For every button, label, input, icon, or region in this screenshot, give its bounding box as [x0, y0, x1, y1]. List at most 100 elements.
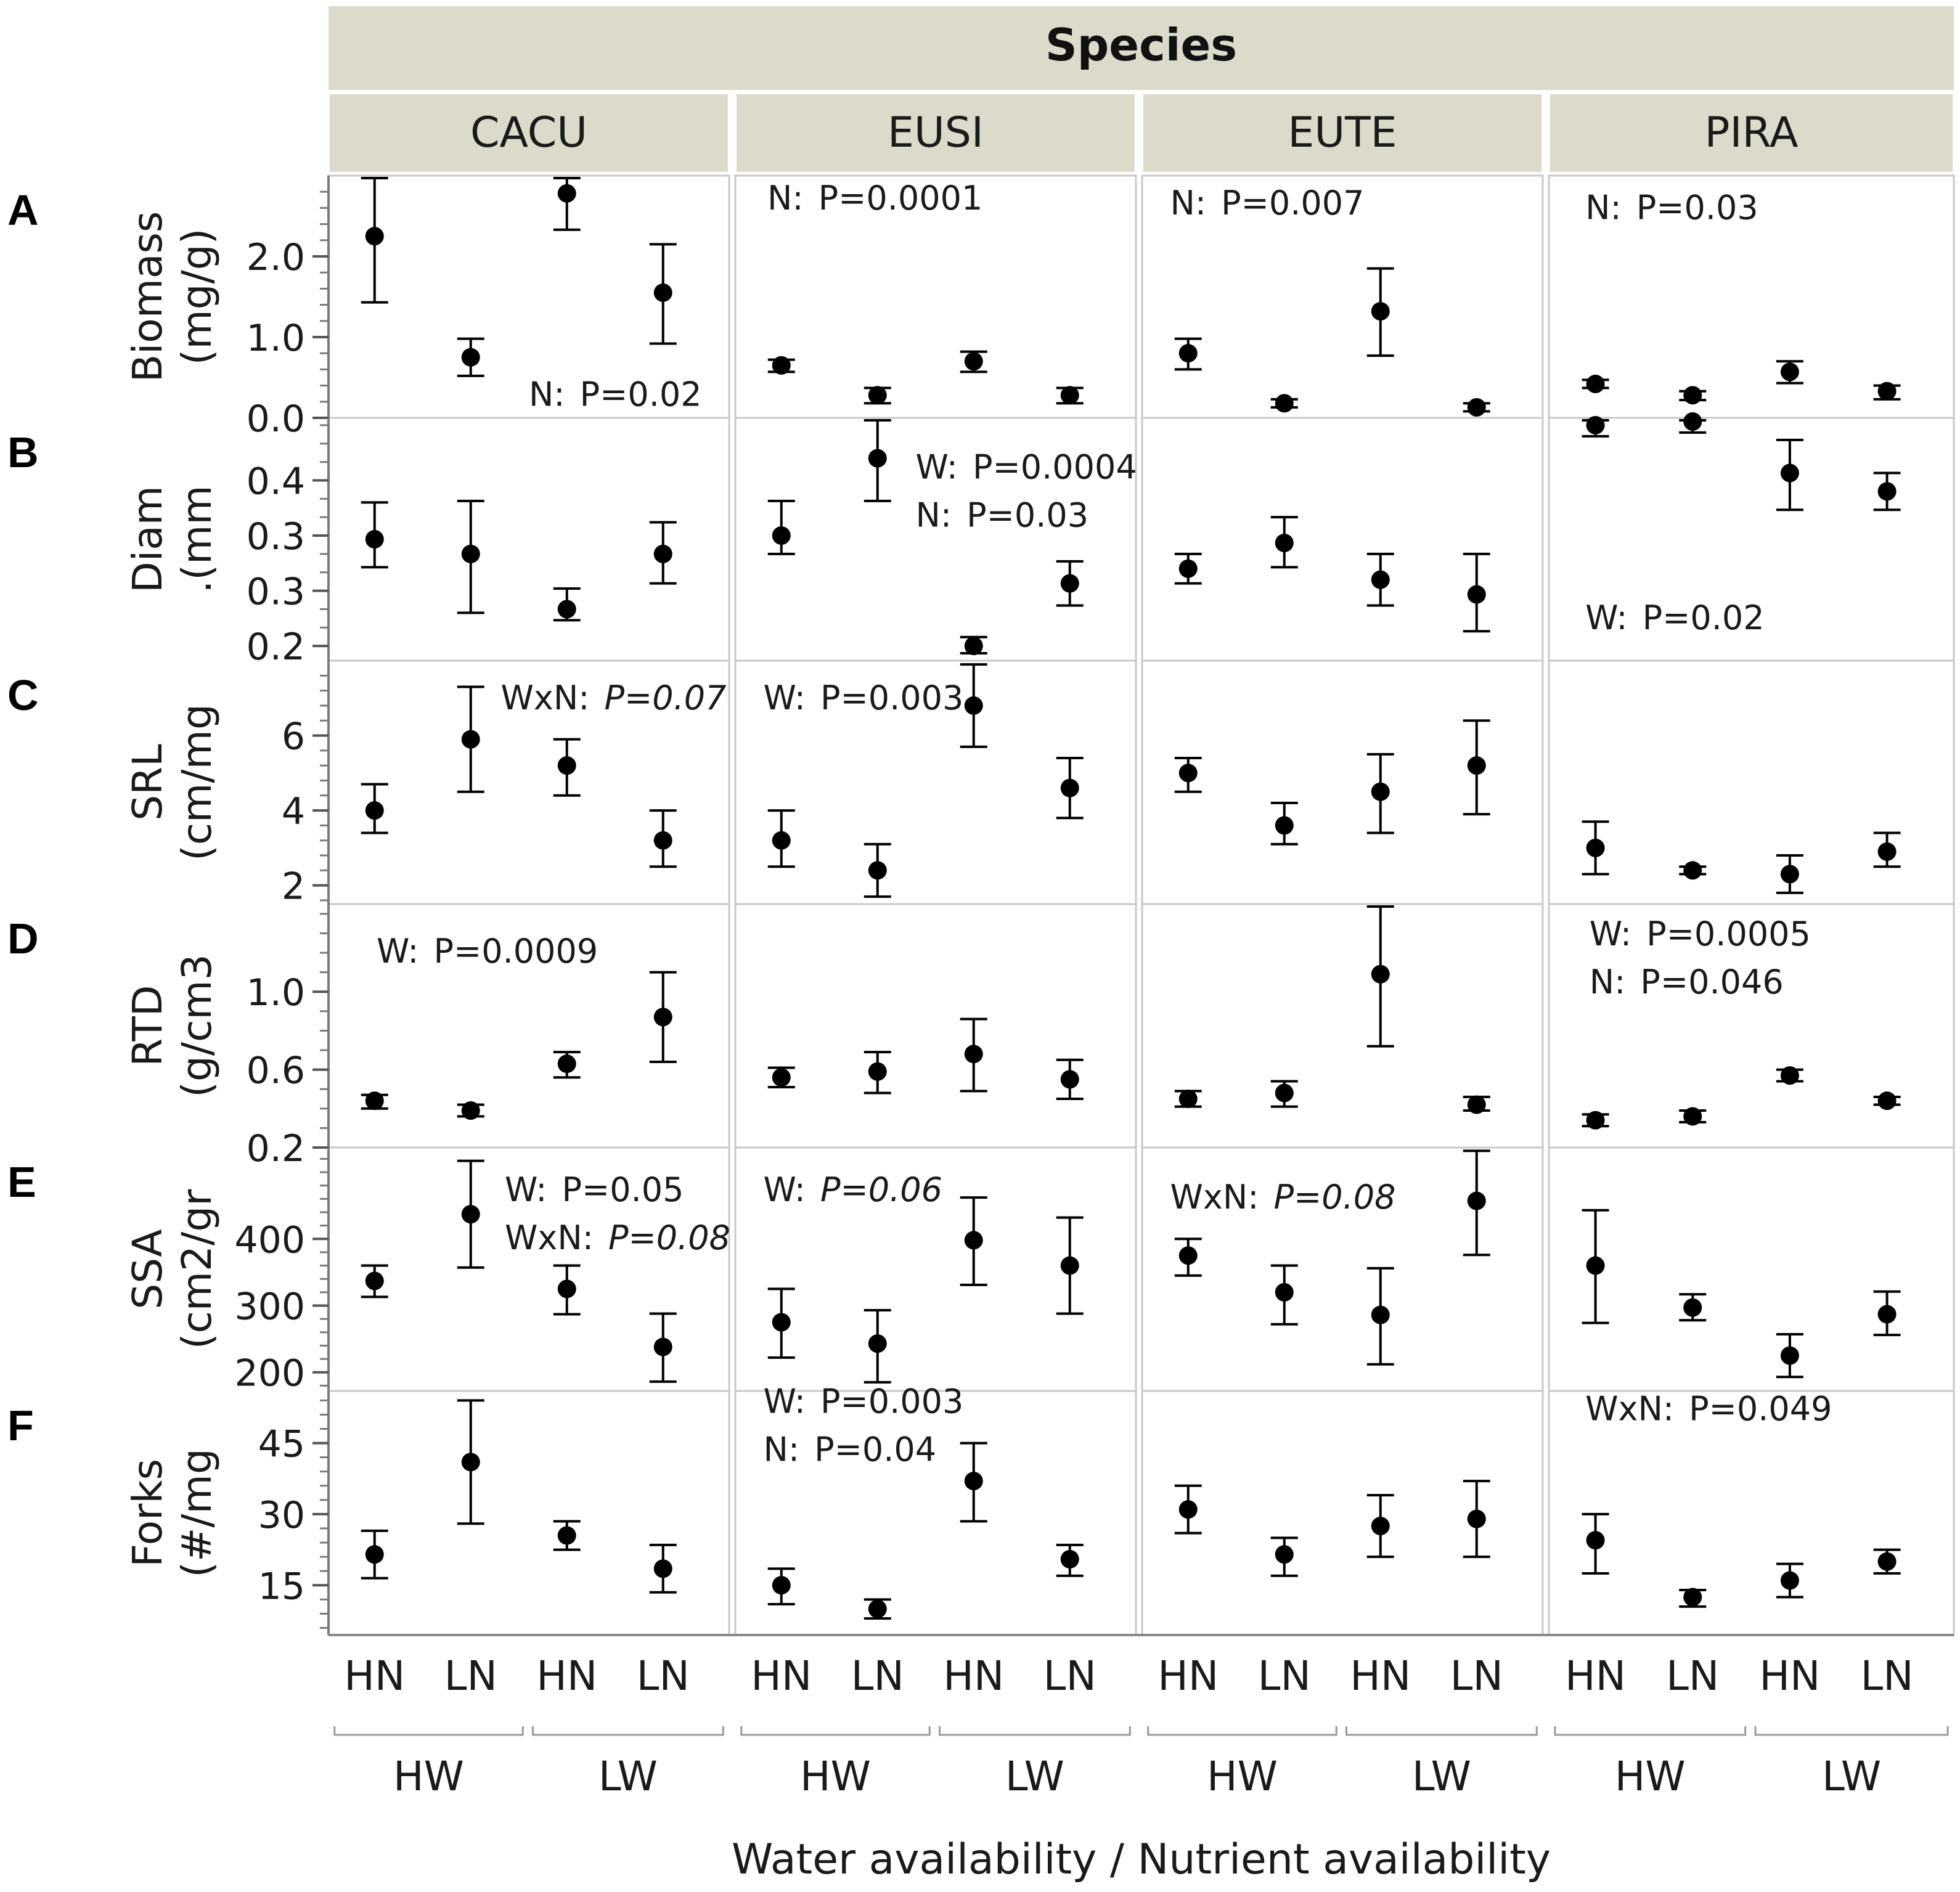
mean-point-c-cacu-3	[653, 831, 672, 850]
mean-point-a-eute-1	[1275, 394, 1294, 413]
x-group-bracket-cacu-1	[532, 1726, 724, 1736]
mean-point-b-pira-1	[1683, 412, 1702, 431]
mean-point-a-eusi-3	[1060, 386, 1079, 405]
mean-point-b-cacu-3	[653, 544, 672, 563]
x-nutrient-label-eusi-3: LN	[1043, 1652, 1096, 1700]
mean-point-b-eusi-0	[772, 526, 791, 545]
x-nutrient-label-eute-1: LN	[1258, 1652, 1311, 1700]
stat-annotation-d-pira-1-0: W: P=0.0005	[1590, 915, 1811, 953]
mean-point-a-eusi-0	[772, 356, 791, 375]
x-water-label-pira-1: LW	[1822, 1753, 1881, 1800]
stat-annotation-e-eute-2-0: WxN: P=0.08	[1170, 1178, 1396, 1217]
stat-p-value: P=0.07	[604, 679, 726, 717]
mean-point-c-pira-2	[1780, 865, 1799, 884]
mean-point-e-eute-2	[1371, 1305, 1390, 1324]
stat-effect-label: N:	[529, 375, 565, 414]
y-tick-label-d-1: 0.6	[247, 1050, 305, 1093]
stat-p-value: P=0.049	[1689, 1390, 1832, 1429]
mean-point-b-pira-0	[1586, 415, 1605, 434]
x-group-bracket-cacu-0	[333, 1726, 524, 1736]
species-label-eute: EUTE	[1288, 108, 1397, 157]
mean-point-b-eute-3	[1467, 585, 1486, 604]
stat-effect-label: WxN:	[501, 679, 590, 717]
mean-point-e-eute-3	[1467, 1191, 1486, 1210]
mean-point-a-cacu-3	[653, 283, 672, 302]
species-strip-eute	[1143, 94, 1541, 172]
stat-p-value: P=0.0004	[973, 448, 1137, 487]
x-water-label-pira-0: HW	[1615, 1753, 1686, 1800]
stat-effect-label: N:	[1590, 963, 1626, 1001]
mean-point-c-eute-0	[1178, 764, 1198, 783]
mean-point-f-eusi-1	[868, 1599, 887, 1618]
mean-point-a-cacu-1	[461, 348, 480, 367]
mean-point-c-eusi-3	[1060, 778, 1079, 797]
row-letter-c: C	[7, 671, 39, 719]
mean-point-f-pira-0	[1586, 1531, 1605, 1550]
mean-point-c-cacu-2	[557, 756, 576, 775]
mean-point-c-eute-1	[1275, 816, 1294, 835]
stat-effect-label: WxN:	[1170, 1178, 1259, 1217]
stat-p-value: P=0.0005	[1646, 915, 1811, 953]
mean-point-d-eusi-2	[964, 1045, 983, 1064]
mean-point-f-cacu-0	[365, 1545, 384, 1564]
x-water-label-cacu-1: LW	[598, 1753, 658, 1800]
x-group-bracket-eute-1	[1345, 1726, 1538, 1736]
stat-annotation-a-cacu-0-0: N: P=0.02	[529, 375, 702, 414]
stat-annotation-a-eute-2-0: N: P=0.007	[1170, 184, 1365, 222]
y-tick-label-a-2: 2.0	[247, 236, 305, 279]
x-nutrient-label-eusi-0: HN	[751, 1652, 812, 1700]
x-group-bracket-pira-0	[1554, 1726, 1747, 1736]
mean-point-c-cacu-1	[461, 730, 480, 749]
stat-effect-label: N:	[767, 179, 804, 218]
y-tick-label-b-1: 0.3	[247, 571, 305, 614]
mean-point-b-pira-3	[1877, 482, 1897, 501]
mean-point-e-eusi-0	[772, 1313, 791, 1332]
mean-point-c-cacu-0	[365, 801, 384, 820]
mean-point-c-eute-3	[1467, 756, 1486, 775]
x-group-bracket-pira-1	[1754, 1726, 1949, 1736]
row-letter-b: B	[7, 428, 39, 476]
x-water-label-eusi-0: HW	[800, 1753, 871, 1800]
mean-point-d-eute-1	[1275, 1083, 1294, 1103]
species-strip-pira	[1550, 94, 1953, 172]
stat-annotation-a-eusi-1-0: N: P=0.0001	[767, 179, 982, 218]
mean-point-b-cacu-0	[365, 530, 384, 548]
x-nutrient-label-pira-0: HN	[1565, 1652, 1626, 1700]
mean-point-d-pira-2	[1780, 1066, 1799, 1085]
x-nutrient-label-eute-2: HN	[1350, 1652, 1411, 1700]
x-nutrient-label-cacu-1: LN	[444, 1652, 497, 1700]
row-letter-a: A	[7, 186, 39, 234]
y-tick-label-a-0: 0.0	[247, 398, 305, 441]
mean-point-a-pira-2	[1780, 362, 1799, 381]
stat-annotation-b-eusi-0-1: N: P=0.03	[916, 496, 1089, 535]
mean-point-a-eute-2	[1371, 302, 1390, 321]
stat-annotation-c-eusi-1-0: W: P=0.003	[764, 679, 964, 717]
stat-annotation-a-pira-3-0: N: P=0.03	[1585, 189, 1758, 227]
mean-point-f-cacu-3	[653, 1559, 672, 1578]
stat-annotation-c-cacu-0-0: WxN: P=0.07	[501, 679, 727, 717]
mean-point-c-pira-0	[1586, 838, 1605, 857]
stat-p-value: P=0.046	[1640, 963, 1783, 1001]
x-nutrient-label-eute-0: HN	[1158, 1652, 1219, 1700]
y-tick-label-b-0: 0.2	[247, 626, 305, 669]
mean-point-f-cacu-2	[557, 1526, 576, 1545]
row-letter-d: D	[7, 915, 39, 963]
stat-effect-label: N:	[764, 1430, 800, 1469]
y-tick-label-e-2: 400	[234, 1218, 305, 1262]
mean-point-b-pira-2	[1780, 463, 1799, 483]
mean-point-f-eute-2	[1371, 1517, 1390, 1536]
mean-point-a-pira-3	[1877, 381, 1897, 401]
y-tick-label-e-0: 200	[234, 1352, 305, 1395]
mean-point-d-eusi-1	[868, 1062, 887, 1081]
mean-point-f-eusi-3	[1060, 1549, 1079, 1568]
x-nutrient-label-cacu-2: HN	[536, 1652, 597, 1700]
stat-annotation-f-pira-1-0: WxN: P=0.049	[1585, 1390, 1832, 1429]
y-tick-label-a-1: 1.0	[247, 317, 305, 360]
mean-point-c-eusi-1	[868, 861, 887, 880]
mean-point-f-eute-1	[1275, 1545, 1294, 1564]
stat-p-value: P=0.007	[1221, 184, 1364, 222]
x-group-bracket-eusi-1	[939, 1726, 1131, 1736]
x-water-label-eute-1: LW	[1412, 1753, 1471, 1800]
stat-p-value: P=0.08	[1273, 1178, 1395, 1217]
mean-point-e-eusi-2	[964, 1231, 983, 1250]
